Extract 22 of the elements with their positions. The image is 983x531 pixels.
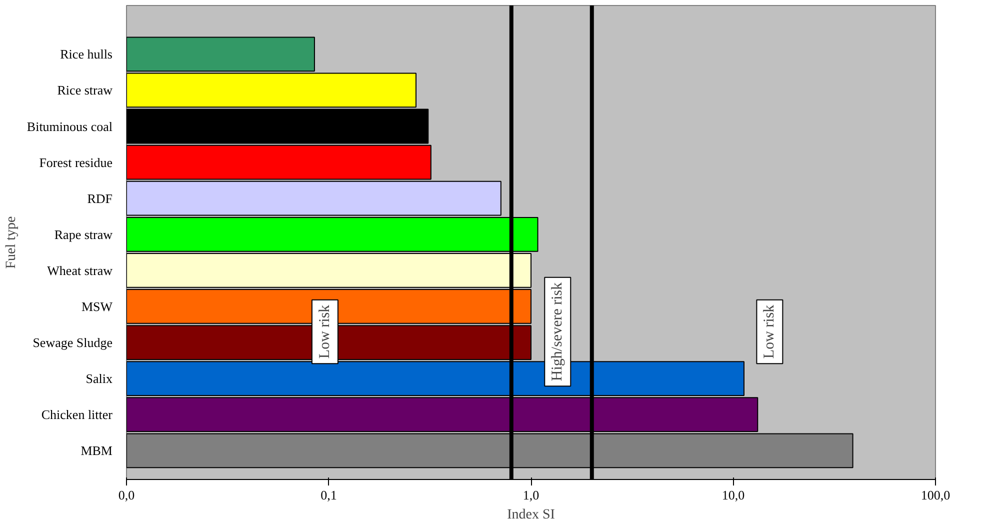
y-tick-label: Rice straw [57,82,114,98]
y-tick-label: RDF [87,190,113,206]
y-axis-title: Fuel type [4,216,19,269]
y-tick-label: Forest residue [39,154,113,170]
x-tick-label: 1,0 [522,488,540,502]
x-tick-label: 0,0 [118,488,135,502]
x-axis-title: Index SI [507,508,556,522]
x-tick-label: 0,1 [320,488,337,502]
y-tick-label: Bituminous coal [26,118,113,134]
annotation: Low risk [316,304,333,359]
y-tick-label: MBM [80,443,113,458]
y-tick-label: Wheat straw [47,262,114,278]
y-tick-label: Chicken litter [41,407,114,422]
x-tick-label: 10,0 [722,488,745,502]
y-tick-label: Rice hulls [60,46,113,62]
x-tick-label: 100,0 [920,488,950,502]
y-tick-label: MSW [81,298,114,314]
y-tick-label: Sewage Sludge [32,335,113,350]
y-tick-label: Rape straw [54,226,114,242]
annotation: Low risk [762,304,778,359]
y-tick-label: Salix [86,371,113,386]
annotation: High/severe risk [550,282,566,382]
